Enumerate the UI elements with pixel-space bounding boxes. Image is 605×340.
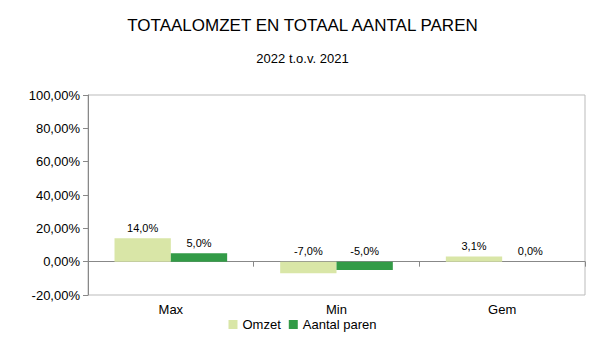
- svg-text:3,1%: 3,1%: [461, 240, 486, 252]
- svg-text:Max: Max: [159, 302, 184, 317]
- svg-text:TOTAALOMZET EN TOTAAL AANTAL P: TOTAALOMZET EN TOTAAL AANTAL PAREN: [127, 16, 477, 35]
- svg-text:Gem: Gem: [488, 302, 516, 317]
- svg-text:5,0%: 5,0%: [186, 237, 211, 249]
- svg-text:20,00%: 20,00%: [36, 221, 81, 236]
- svg-text:-5,0%: -5,0%: [350, 245, 379, 257]
- svg-text:60,00%: 60,00%: [36, 154, 81, 169]
- svg-text:-20,00%: -20,00%: [32, 288, 81, 303]
- svg-text:2022 t.o.v. 2021: 2022 t.o.v. 2021: [256, 51, 348, 66]
- svg-text:-7,0%: -7,0%: [294, 245, 323, 257]
- svg-text:100,00%: 100,00%: [29, 88, 81, 103]
- svg-text:0,00%: 0,00%: [43, 254, 80, 269]
- svg-text:Omzet: Omzet: [242, 317, 281, 332]
- svg-text:Aantal paren: Aantal paren: [303, 317, 377, 332]
- svg-text:0,0%: 0,0%: [518, 245, 543, 257]
- svg-text:40,00%: 40,00%: [36, 188, 81, 203]
- svg-text:14,0%: 14,0%: [127, 222, 158, 234]
- svg-text:Min: Min: [326, 302, 347, 317]
- svg-text:80,00%: 80,00%: [36, 121, 81, 136]
